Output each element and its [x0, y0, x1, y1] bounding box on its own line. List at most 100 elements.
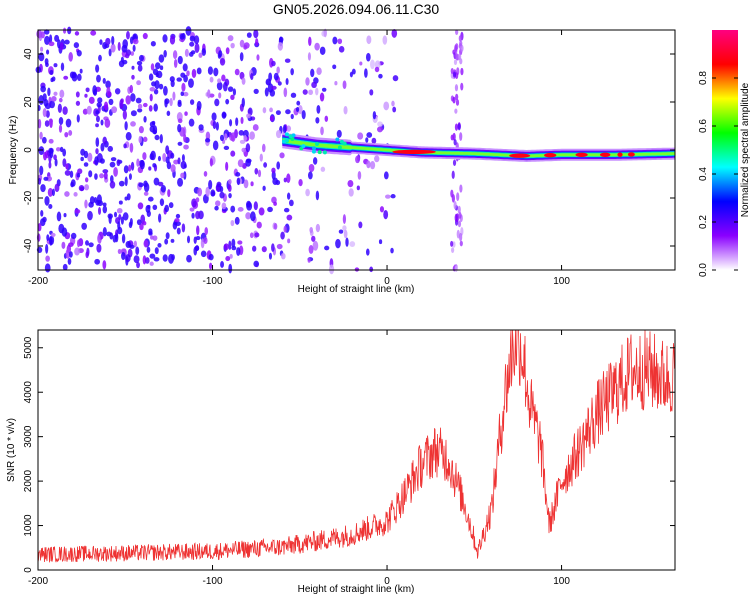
noise-blob	[107, 91, 112, 97]
trace-hot-segment	[599, 152, 611, 157]
noise-blob	[135, 246, 140, 256]
noise-blob	[285, 109, 291, 115]
noise-blob	[153, 103, 158, 112]
noise-blob	[67, 257, 72, 265]
noise-blob	[163, 49, 167, 58]
noise-blob	[230, 150, 236, 157]
noise-blob	[132, 38, 139, 45]
noise-blob	[68, 52, 73, 62]
noise-blob	[108, 48, 112, 57]
noise-blob	[42, 108, 47, 118]
noise-blob	[282, 124, 287, 134]
noise-blob	[230, 94, 235, 100]
band-blob	[454, 44, 458, 52]
noise-blob	[177, 124, 182, 133]
noise-blob	[36, 29, 43, 39]
band-blob	[458, 35, 462, 42]
noise-blob	[165, 232, 170, 240]
noise-blob	[218, 50, 223, 58]
noise-blob	[97, 234, 101, 243]
noise-blob	[172, 91, 176, 101]
noise-blob	[243, 135, 247, 142]
colorbar: 0.0 0.2 0.4 0.6 0.8 Normalized spectral ampl…	[698, 30, 750, 277]
band-blob	[457, 123, 461, 131]
noise-blob	[223, 145, 230, 151]
y-tick-label: 0	[23, 147, 34, 153]
noise-blob	[179, 33, 185, 40]
noise-blob	[149, 253, 156, 259]
snr-x-label: Height of straight line (km)	[298, 584, 415, 595]
band-blob	[453, 201, 457, 210]
noise-blob	[129, 142, 134, 153]
noise-blob	[377, 121, 383, 127]
noise-blob	[121, 251, 126, 261]
noise-blob	[111, 106, 118, 114]
noise-blob	[165, 156, 170, 164]
noise-blob	[76, 172, 81, 178]
noise-blob	[177, 118, 183, 124]
noise-blob	[219, 191, 225, 199]
trace-blob	[312, 146, 317, 151]
noise-blob	[151, 120, 156, 125]
noise-blob	[148, 166, 152, 171]
spectrogram-signal-trace	[282, 132, 675, 162]
noise-blob	[382, 35, 388, 45]
noise-blob	[230, 132, 236, 142]
noise-blob	[315, 190, 320, 201]
noise-blob	[262, 143, 266, 153]
noise-blob	[163, 85, 168, 96]
noise-blob	[249, 232, 254, 239]
noise-blob	[181, 82, 186, 92]
noise-blob	[44, 195, 50, 206]
noise-blob	[212, 140, 219, 151]
noise-blob	[269, 115, 274, 122]
noise-blob	[371, 137, 377, 144]
noise-blob	[263, 162, 268, 168]
noise-blob	[120, 56, 124, 63]
noise-blob	[283, 177, 287, 183]
noise-blob	[185, 26, 192, 36]
noise-blob	[147, 196, 154, 202]
noise-blob	[227, 86, 234, 92]
noise-blob	[332, 36, 338, 45]
noise-blob	[265, 78, 272, 86]
noise-blob	[122, 110, 127, 120]
noise-blob	[40, 46, 44, 52]
noise-blob	[137, 108, 143, 113]
band-blob	[453, 59, 458, 66]
noise-blob	[175, 221, 181, 227]
noise-blob	[74, 247, 80, 256]
noise-blob	[154, 80, 160, 90]
noise-blob	[65, 248, 71, 259]
noise-blob	[252, 245, 257, 252]
noise-blob	[62, 263, 68, 271]
noise-blob	[312, 157, 318, 165]
noise-blob	[136, 60, 143, 66]
noise-blob	[65, 118, 72, 128]
noise-blob	[102, 260, 107, 270]
noise-blob	[169, 97, 173, 107]
band-blob	[460, 67, 464, 76]
noise-blob	[378, 239, 383, 245]
noise-blob	[257, 169, 262, 178]
noise-blob	[125, 95, 131, 105]
noise-blob	[47, 187, 54, 197]
noise-blob	[113, 166, 118, 177]
noise-blob	[348, 188, 354, 197]
noise-blob	[152, 163, 157, 168]
noise-blob	[256, 54, 260, 61]
noise-blob	[105, 37, 111, 46]
noise-blob	[177, 177, 184, 187]
noise-blob	[269, 107, 273, 113]
noise-blob	[128, 164, 132, 172]
noise-blob	[135, 97, 142, 104]
noise-blob	[95, 199, 100, 206]
noise-blob	[290, 113, 294, 120]
noise-blob	[102, 205, 108, 214]
noise-blob	[61, 227, 68, 237]
noise-blob	[103, 101, 109, 111]
noise-blob	[69, 170, 74, 178]
noise-blob	[240, 116, 244, 125]
band-blob	[452, 71, 457, 78]
noise-blob	[84, 184, 90, 191]
